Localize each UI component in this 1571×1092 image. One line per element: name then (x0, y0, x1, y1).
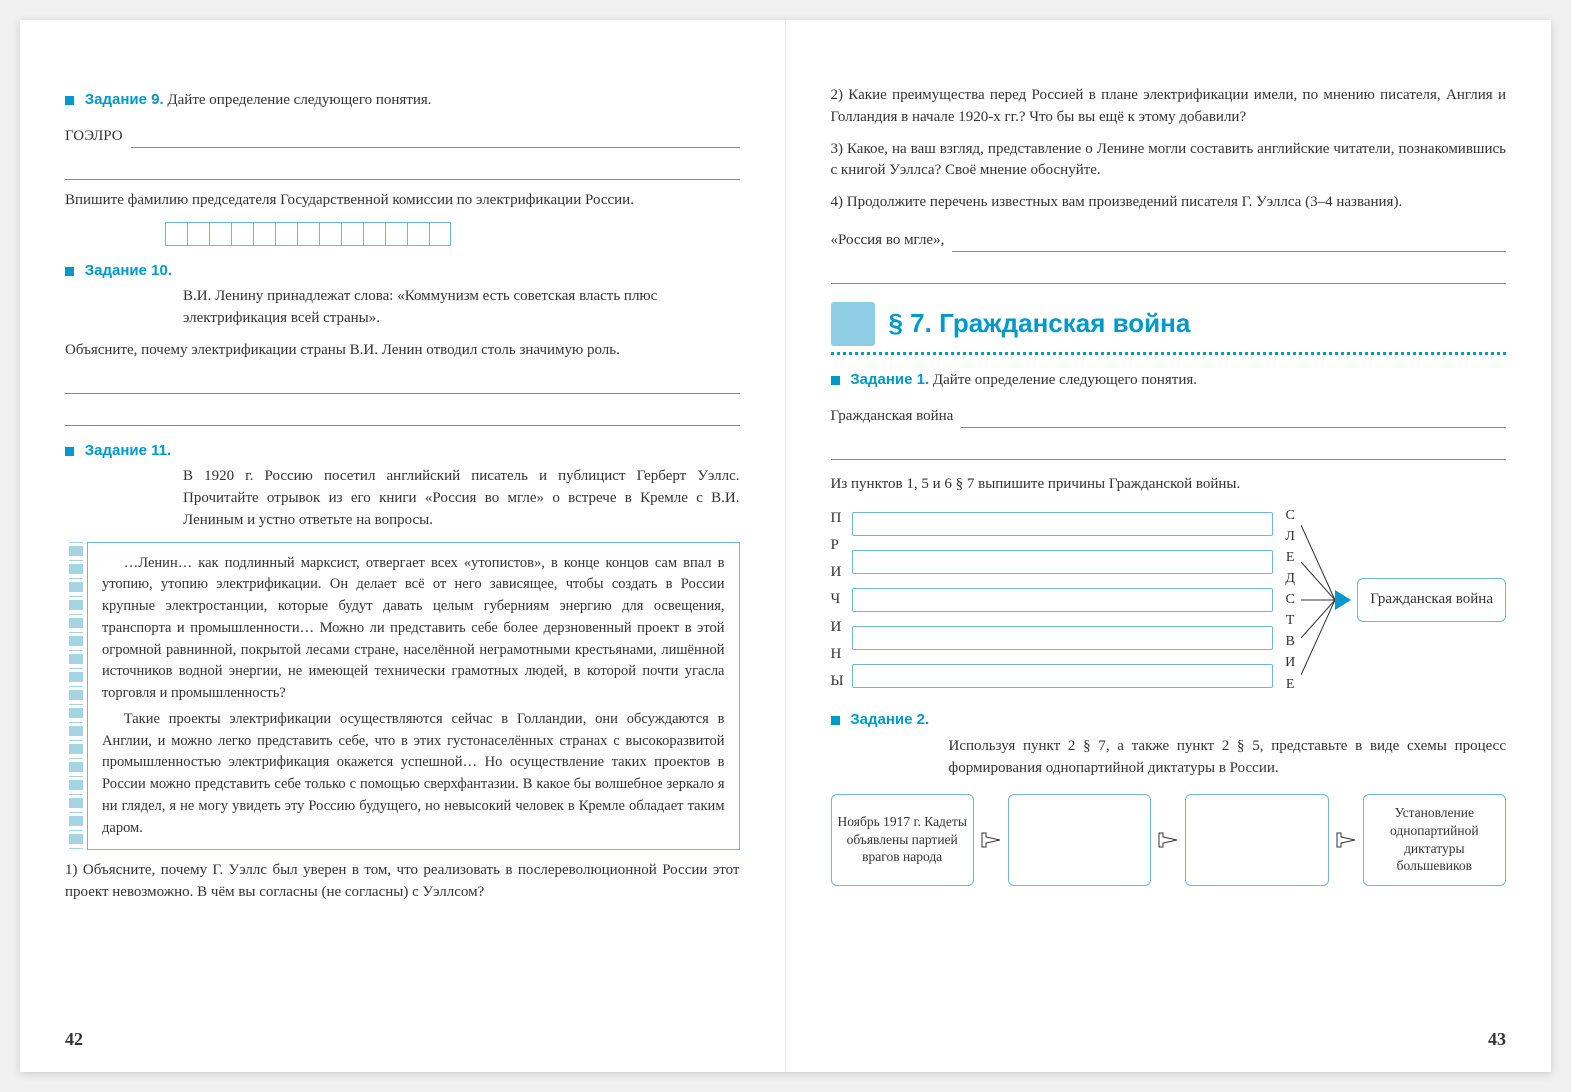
arrow-icon (1155, 794, 1181, 886)
section-icon (831, 302, 875, 346)
page-number: 42 (65, 1026, 83, 1052)
q4-fill: «Россия во мгле», (831, 224, 1507, 252)
q3: 3) Какое, на ваш взгляд, представление о… (831, 139, 1507, 183)
excerpt-p1: …Ленин… как подлинный марксист, отвергае… (102, 553, 725, 705)
goelro-def-row: ГОЭЛРО (65, 120, 740, 148)
fill-line[interactable] (65, 404, 740, 426)
vert-letters: С Л Е Д С Т В И Е (1285, 505, 1295, 695)
task-10-intro: В.И. Ленину принадлежат слова: «Коммуниз… (65, 286, 740, 330)
task-9-label: Задание 9. (85, 91, 164, 108)
book-spread: Задание 9. Дайте определение следующего … (20, 20, 1551, 1072)
page-number: 43 (1488, 1026, 1506, 1052)
fill-line[interactable] (65, 158, 740, 180)
result-text: Гражданская война (1370, 591, 1493, 607)
bullet-icon (65, 96, 74, 105)
excerpt-decoration (65, 542, 87, 851)
task-11-intro: В 1920 г. Россию посетил английский писа… (65, 466, 740, 531)
civilwar-def-row: Гражданская война (831, 400, 1507, 428)
fill-line[interactable] (831, 262, 1507, 284)
r-task-2-text: Используя пункт 2 § 7, а также пункт 2 §… (831, 736, 1507, 780)
r-task-1-instruction: Из пунктов 1, 5 и 6 § 7 выпишите причины… (831, 474, 1507, 496)
task-10-q: Объясните, почему электрификации страны … (65, 340, 740, 362)
q2: 2) Какие преимущества перед Россией в пл… (831, 85, 1507, 129)
row-letters: П Р И Ч И Н Ы (831, 505, 844, 695)
flow-empty-2[interactable] (1185, 794, 1328, 886)
bullet-icon (65, 447, 74, 456)
task-11-label: Задание 11. (85, 442, 171, 459)
section-header: § 7. Гражданская война (831, 302, 1507, 346)
section-title: § 7. Гражданская война (889, 305, 1191, 343)
bullet-icon (831, 376, 840, 385)
fill-line[interactable] (65, 372, 740, 394)
r-task-1-label: Задание 1. (850, 371, 929, 388)
result-box: Гражданская война (1357, 578, 1506, 622)
task-9-text: Дайте определение следующего понятия. (167, 92, 431, 108)
merge-arrow (1301, 505, 1351, 695)
r-task-2-label: Задание 2. (850, 711, 929, 728)
task-11-q1: 1) Объясните, почему Г. Уэллс был уверен… (65, 860, 740, 904)
flow-empty-1[interactable] (1008, 794, 1151, 886)
bullet-icon (831, 716, 840, 725)
q4: 4) Продолжите перечень известных вам про… (831, 192, 1507, 214)
letter-boxes[interactable] (165, 222, 740, 246)
flow-start: Ноябрь 1917 г. Кадеты объявлены партией … (831, 794, 974, 886)
civilwar-term: Гражданская война (831, 406, 954, 428)
flow-end: Установление однопартийной диктатуры бол… (1363, 794, 1506, 886)
flow-diagram: Ноябрь 1917 г. Кадеты объявлены партией … (831, 794, 1507, 886)
task-11-header: Задание 11. (65, 440, 740, 463)
r-task-1-text: Дайте определение следующего понятия. (933, 372, 1197, 388)
dotted-divider (831, 352, 1507, 355)
goelro-term: ГОЭЛРО (65, 126, 123, 148)
arrow-icon (978, 794, 1004, 886)
arrow-icon (1333, 794, 1359, 886)
q4-start: «Россия во мгле», (831, 230, 945, 252)
task-9-instruction: Впишите фамилию председателя Государстве… (65, 190, 740, 212)
task-10-label: Задание 10. (85, 262, 172, 279)
causes-diagram: П Р И Ч И Н Ы С Л Е Д С Т (831, 505, 1507, 695)
page-42: Задание 9. Дайте определение следующего … (20, 20, 786, 1072)
r-task-1-header: Задание 1. Дайте определение следующего … (831, 369, 1507, 392)
fill-line[interactable] (131, 126, 740, 148)
fill-line[interactable] (961, 406, 1506, 428)
task-10-header: Задание 10. (65, 260, 740, 283)
task-9-header: Задание 9. Дайте определение следующего … (65, 89, 740, 112)
cause-input-boxes[interactable] (852, 505, 1273, 695)
r-task-2-header: Задание 2. (831, 709, 1507, 732)
fill-line[interactable] (831, 438, 1507, 460)
page-43: 2) Какие преимущества перед Россией в пл… (786, 20, 1552, 1072)
bullet-icon (65, 267, 74, 276)
excerpt-block: …Ленин… как подлинный марксист, отвергае… (65, 542, 740, 851)
fill-line[interactable] (952, 230, 1506, 252)
excerpt-text: …Ленин… как подлинный марксист, отвергае… (87, 542, 740, 851)
excerpt-p2: Такие проекты электрификации осуществляю… (102, 709, 725, 840)
